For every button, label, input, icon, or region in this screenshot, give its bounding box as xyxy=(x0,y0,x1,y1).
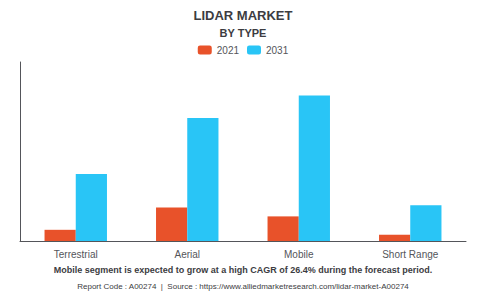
svg-text:2031: 2031 xyxy=(266,45,289,56)
svg-text:Mobile: Mobile xyxy=(284,249,314,260)
svg-text:Short Range: Short Range xyxy=(382,249,439,260)
svg-text:BY TYPE: BY TYPE xyxy=(220,27,267,39)
svg-text:Aerial: Aerial xyxy=(174,249,200,260)
svg-text:Mobile segment is expected to: Mobile segment is expected to grow at a … xyxy=(54,265,433,275)
svg-text:Report Code : A00274 | Sourc: Report Code : A00274 | Source : https://… xyxy=(77,282,409,291)
svg-text:LIDAR MARKET: LIDAR MARKET xyxy=(194,8,293,23)
svg-text:2021: 2021 xyxy=(217,45,240,56)
svg-text:Terrestrial: Terrestrial xyxy=(54,249,98,260)
